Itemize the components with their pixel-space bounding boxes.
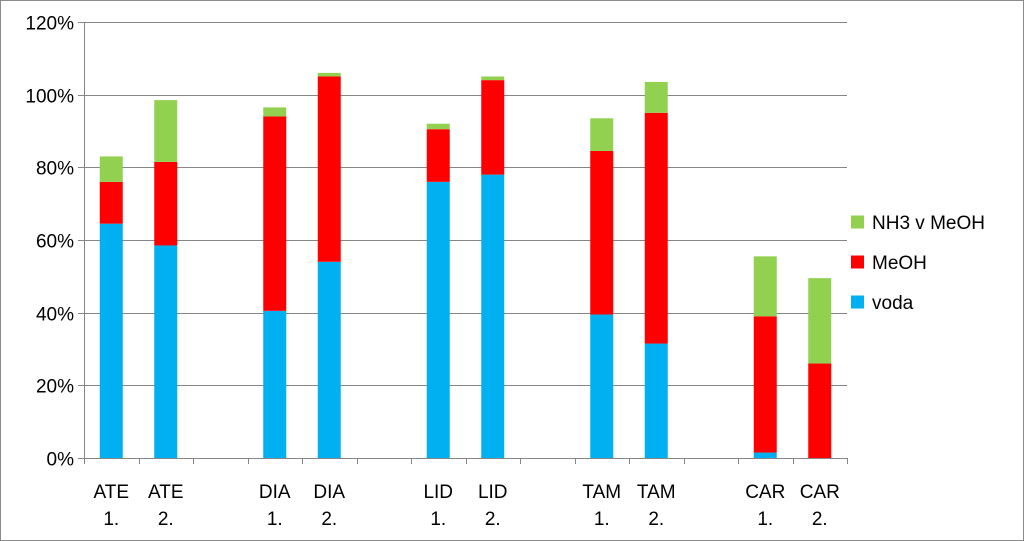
y-tick-label: 20% [36, 377, 74, 398]
x-axis-tick-labels: ATE 1. ATE 2. DIA 1. DIA 2. LID 1. LID 2. TAM 1. TAM 2.… [93, 482, 839, 530]
x-tick-label: LID 2. [478, 482, 508, 530]
x-tick-label: DIA 2. [313, 482, 345, 530]
legend-swatch-nh3-v-meoh [851, 215, 864, 229]
x-tick-label: CAR 2. [800, 482, 840, 530]
bar-segment-nh3-v-meoh [426, 123, 450, 130]
bar-segment-voda [753, 452, 777, 458]
bar-segment-meoh [426, 129, 450, 182]
axes [78, 22, 848, 464]
bar-segment-voda [99, 223, 123, 458]
bar-segment-voda [481, 174, 505, 458]
bar-segment-meoh [263, 116, 287, 311]
legend-label-nh3-v-meoh: NH3 v MeOH [872, 213, 985, 234]
y-tick-label: 40% [36, 305, 74, 326]
legend-label-voda: voda [872, 293, 914, 314]
y-tick-label: 120% [25, 14, 74, 35]
x-tick-label: CAR 1. [745, 482, 785, 530]
x-tick-label: ATE 2. [148, 482, 184, 530]
bar-segment-meoh [753, 316, 777, 453]
x-tick-label: TAM 2. [637, 482, 676, 530]
bar-segment-voda [154, 245, 178, 458]
bar-segment-nh3-v-meoh [154, 100, 178, 162]
y-tick-label: 80% [36, 159, 74, 180]
bar-segment-meoh [481, 80, 505, 175]
legend-swatch-voda [851, 295, 864, 309]
bar-segment-nh3-v-meoh [263, 107, 287, 117]
x-tick-label: ATE 1. [93, 482, 129, 530]
bar-segment-voda [317, 261, 341, 458]
bar-segment-nh3-v-meoh [317, 72, 341, 77]
y-tick-label: 0% [47, 450, 75, 471]
y-tick-label: 60% [36, 232, 74, 253]
bar-segment-voda [644, 343, 668, 458]
y-tick-label: 100% [25, 87, 74, 108]
legend-label-meoh: MeOH [872, 253, 927, 274]
bar-segment-voda [590, 314, 614, 458]
x-tick-label: DIA 1. [259, 482, 291, 530]
bar-segment-meoh [99, 181, 123, 224]
bar-segment-meoh [590, 150, 614, 315]
y-axis-tick-labels: 0% 20% 40% 60% 80% 100% 120% [25, 14, 74, 471]
bar-segment-meoh [644, 112, 668, 344]
bar-segment-meoh [808, 363, 832, 458]
bar-segment-nh3-v-meoh [590, 118, 614, 151]
bar-segment-meoh [154, 161, 178, 246]
bar-segment-voda [426, 181, 450, 458]
bar-segment-nh3-v-meoh [808, 278, 832, 364]
bar-segment-meoh [317, 76, 341, 262]
bar-segment-nh3-v-meoh [481, 76, 505, 81]
bar-segment-nh3-v-meoh [99, 156, 123, 182]
x-tick-label: TAM 1. [582, 482, 621, 530]
bar-segment-nh3-v-meoh [753, 256, 777, 317]
bar-segment-voda [263, 310, 287, 458]
x-tick-label: LID 1. [423, 482, 453, 530]
gridlines [84, 22, 847, 386]
bars [99, 72, 832, 458]
bar-segment-nh3-v-meoh [644, 81, 668, 113]
legend: NH3 v MeOH MeOH voda [851, 213, 985, 314]
legend-swatch-meoh [851, 255, 864, 269]
